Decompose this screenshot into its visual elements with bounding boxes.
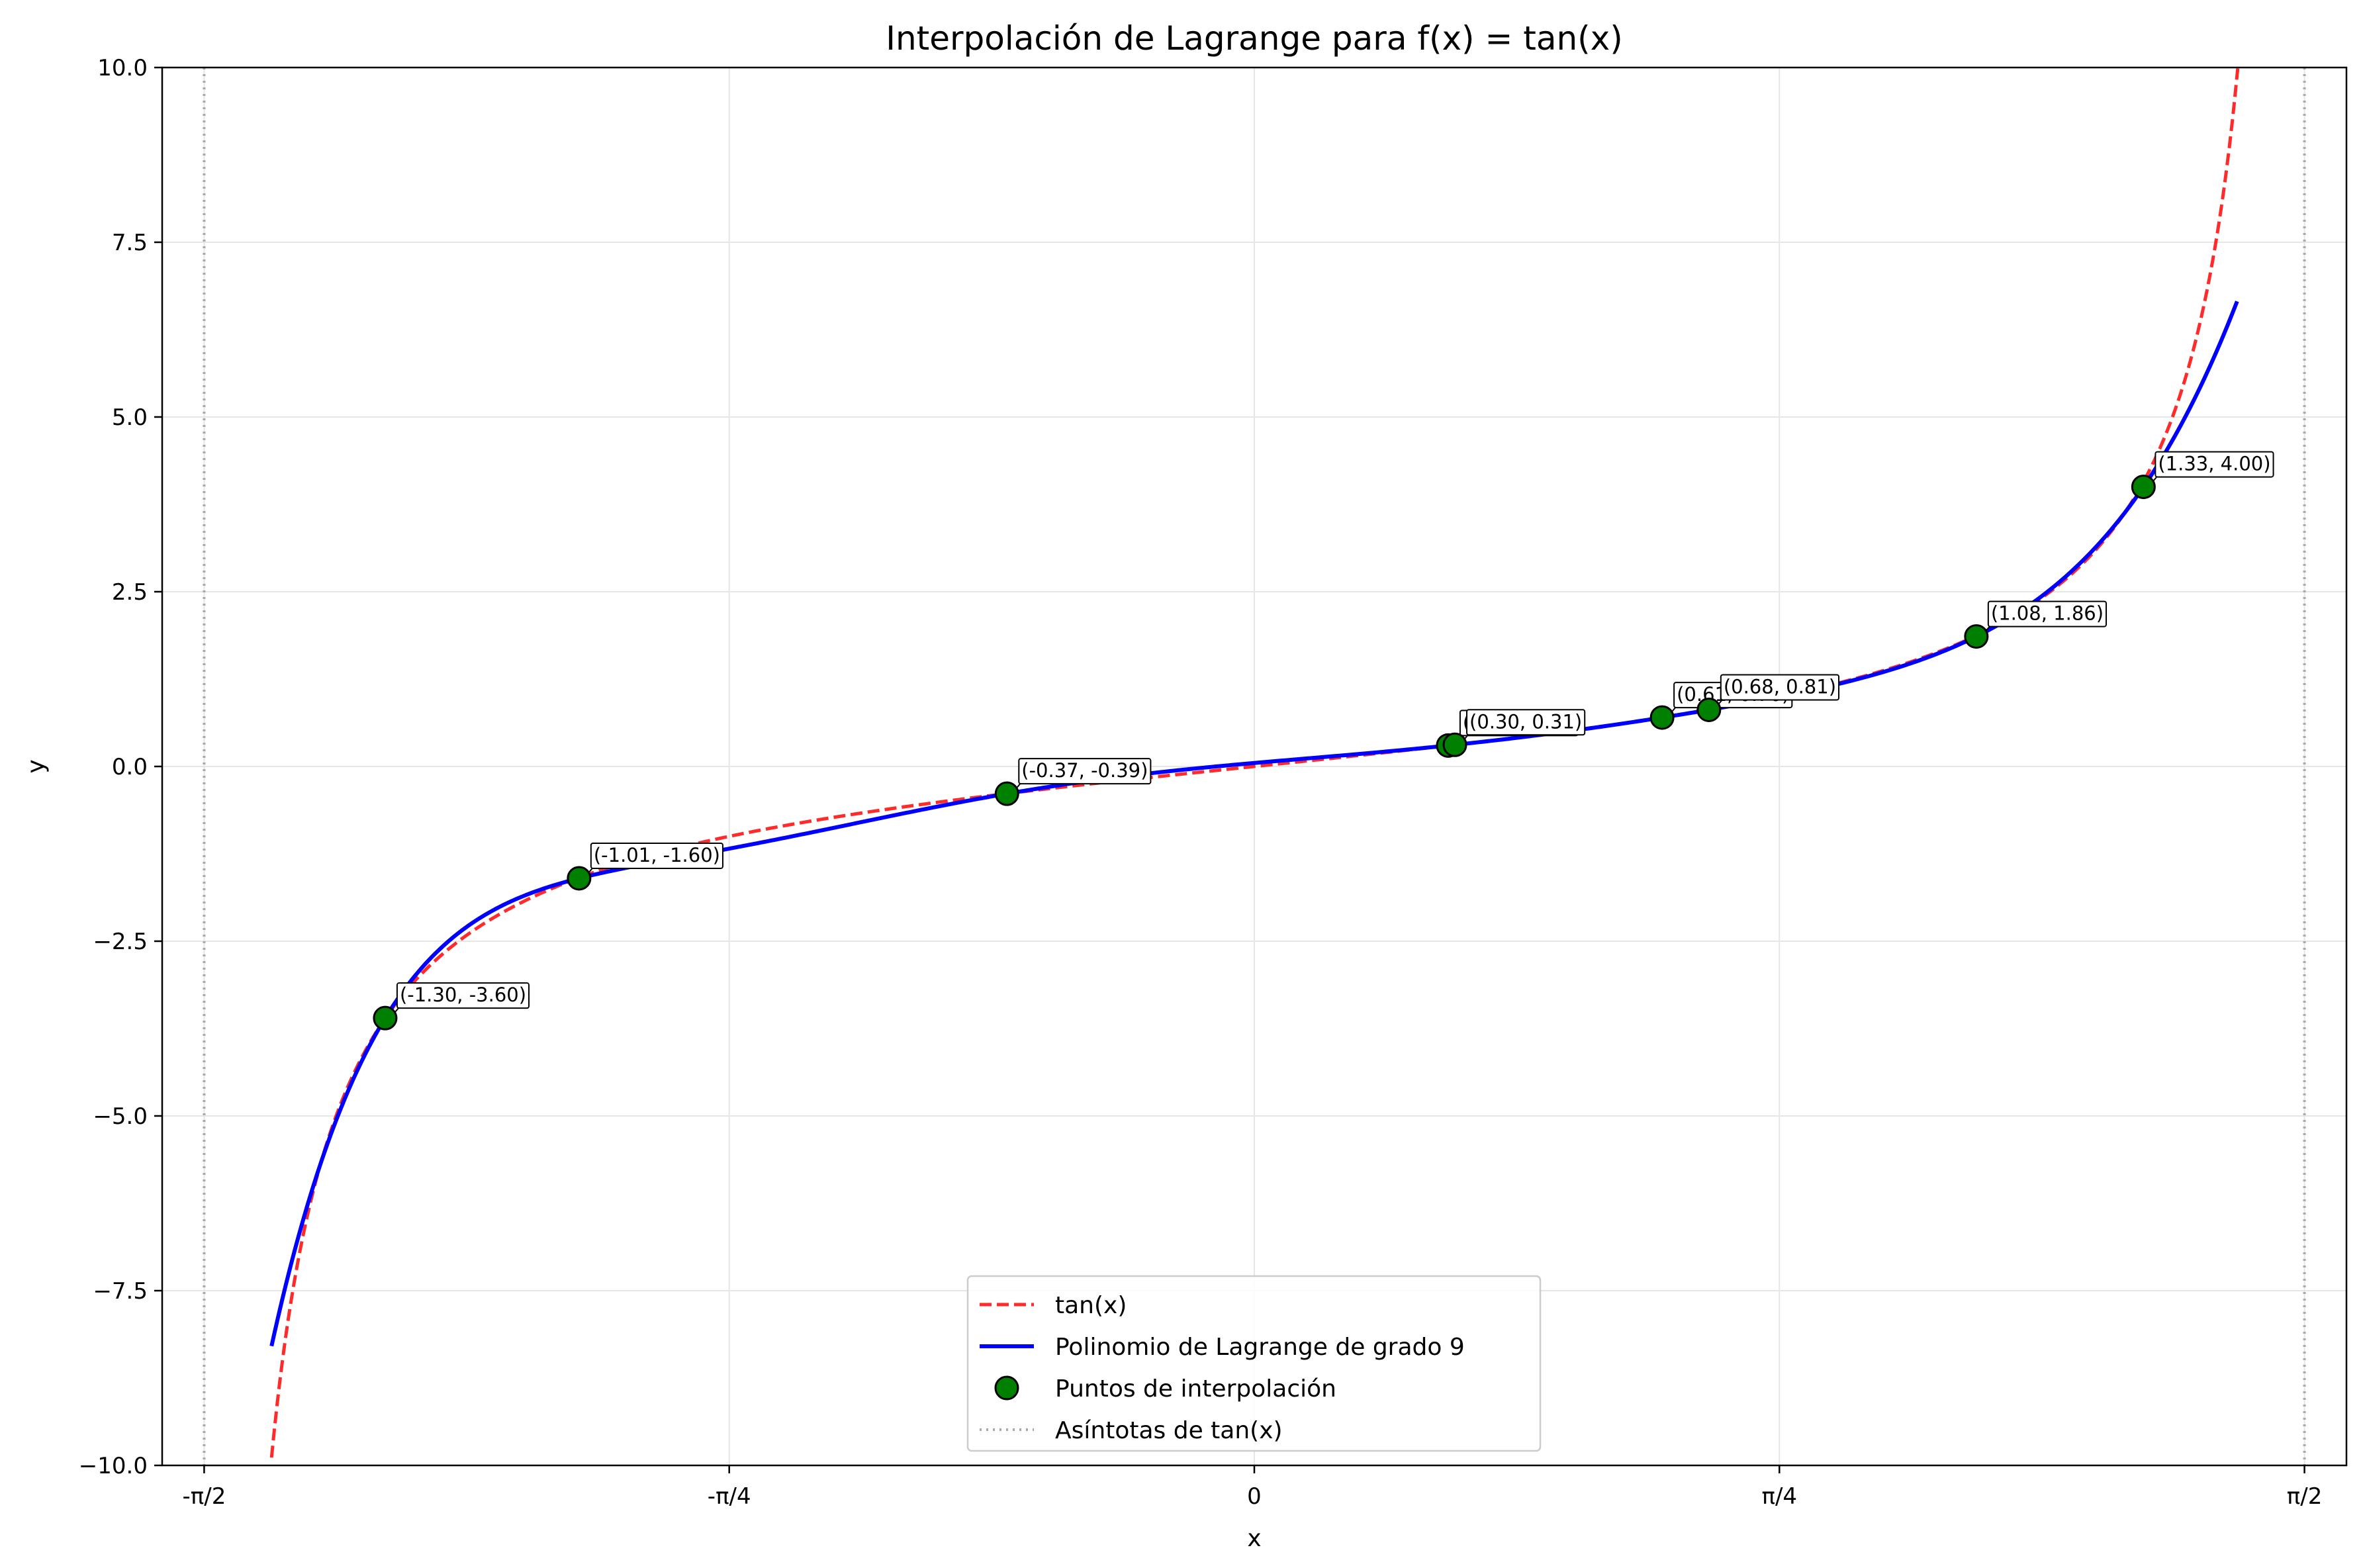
point-label: (0.30, 0.31) <box>1469 710 1582 733</box>
annotation-box <box>1987 600 2108 627</box>
chart-title: Interpolación de Lagrange para f(x) = ta… <box>886 19 1623 58</box>
point-label: (-1.30, -3.60) <box>400 984 526 1006</box>
data-point <box>1442 732 1467 757</box>
point-label: (-0.37, -0.39) <box>1021 759 1148 782</box>
point-label: (1.08, 1.86) <box>1991 602 2104 625</box>
data-point <box>373 1005 398 1031</box>
y-tick-label: −5.0 <box>93 1103 148 1130</box>
y-tick-label: 7.5 <box>112 230 148 256</box>
data-point <box>994 781 1019 806</box>
x-tick-label: π/2 <box>2287 1483 2323 1510</box>
y-tick-label: 2.5 <box>112 579 148 606</box>
point-label: (-1.01, -1.60) <box>594 844 720 866</box>
annotation-box <box>1018 758 1152 785</box>
legend-label-lagrange: Polinomio de Lagrange de grado 9 <box>1055 1334 1465 1361</box>
x-tick-label: π/4 <box>1762 1483 1798 1510</box>
legend-swatch-points <box>994 1375 1019 1401</box>
annotation-box <box>1466 709 1586 736</box>
interpolation-points: (-1.30, -3.60) (-1.01, -1.60) (-0.37, -0.3… <box>373 451 2274 1031</box>
annotation-box <box>396 982 530 1009</box>
plot-area <box>269 68 2240 1458</box>
y-tick-label: −7.5 <box>93 1278 148 1305</box>
legend-label-points: Puntos de interpolación <box>1055 1375 1336 1403</box>
annotation-box <box>2154 451 2274 478</box>
axis-ticks: -π/2 -π/4 0 π/4 π/2 10.0 7.5 5.0 2.5 0.0 −2.5 −5.0 −… <box>79 55 2323 1510</box>
data-point <box>1649 705 1675 730</box>
data-point <box>1696 697 1722 722</box>
asymptotes <box>203 68 2306 1465</box>
x-tick-label: -π/4 <box>708 1483 751 1510</box>
point-label: (0.68, 0.81) <box>1724 675 1836 698</box>
legend-box <box>966 1275 1542 1452</box>
data-point <box>2131 475 2156 500</box>
data-point <box>1964 624 1989 649</box>
annotation-box <box>1720 674 1840 701</box>
legend-label-tan: tan(x) <box>1055 1292 1127 1319</box>
y-tick-label: 10.0 <box>97 55 148 81</box>
y-tick-label: 5.0 <box>112 404 148 431</box>
y-axis-label: y <box>23 759 50 773</box>
x-axis-label: x <box>1247 1525 1261 1552</box>
legend-label-asymptotes: Asíntotas de tan(x) <box>1055 1417 1283 1444</box>
series-line-lagrange <box>269 300 2239 1347</box>
y-tick-label: 0.0 <box>112 754 148 780</box>
legend: tan(x) Polinomio de Lagrange de grado 9 Pu… <box>966 1275 1542 1452</box>
x-tick-label: -π/2 <box>183 1483 226 1510</box>
annotation-box <box>590 842 723 869</box>
data-point <box>567 866 592 891</box>
y-tick-label: −10.0 <box>79 1453 148 1479</box>
point-label: (1.33, 4.00) <box>2158 453 2270 475</box>
y-tick-label: −2.5 <box>93 929 148 955</box>
x-tick-label: 0 <box>1247 1483 1262 1510</box>
